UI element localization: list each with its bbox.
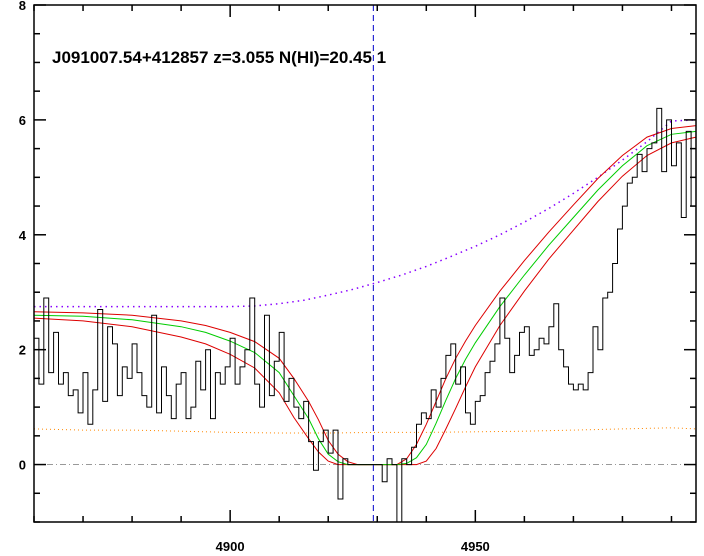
error-spectrum-line bbox=[33, 427, 697, 434]
y-tick-label: 2 bbox=[19, 343, 26, 358]
chart-title: J091007.54+412857 z=3.055 N(HI)=20.45 1 bbox=[52, 48, 386, 67]
y-tick-label: 0 bbox=[19, 458, 26, 473]
y-tick-label: 8 bbox=[19, 0, 26, 13]
y-tick-label: 6 bbox=[19, 113, 26, 128]
continuum-line bbox=[34, 119, 697, 308]
flux-histogram-line bbox=[34, 107, 696, 523]
x-tick-label: 4950 bbox=[461, 539, 490, 554]
x-tick-label: 4900 bbox=[216, 539, 245, 554]
chart-marks bbox=[33, 5, 697, 523]
y-tick-label: 4 bbox=[19, 228, 27, 243]
axis-ticks: 490049505002468 bbox=[19, 0, 696, 554]
plot-area: 490049505002468 bbox=[19, 0, 697, 554]
